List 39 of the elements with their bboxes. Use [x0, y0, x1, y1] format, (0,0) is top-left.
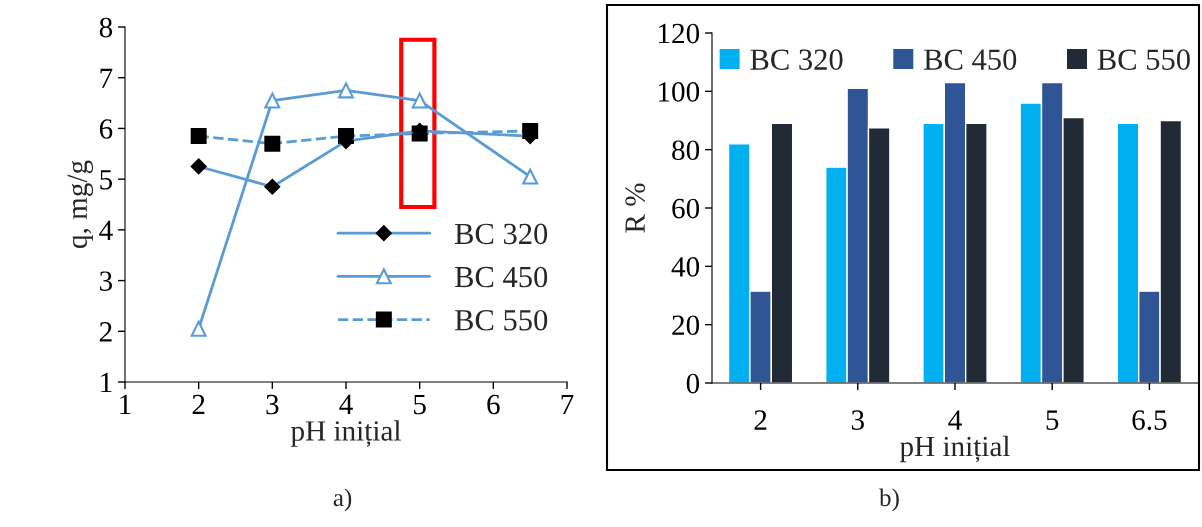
y-tick-label: 80: [672, 140, 700, 161]
x-tick-label: 6: [487, 394, 500, 415]
x-tick-label: 3: [851, 410, 864, 430]
legend-label: BC 450: [454, 266, 548, 288]
y-axis-title: R %: [625, 183, 646, 233]
x-tick-label: 2: [192, 394, 205, 415]
legend-label: BC 450: [924, 49, 1017, 70]
x-tick-label: 1: [120, 394, 131, 415]
y-tick-label: 2: [99, 322, 112, 342]
y-tick-label: 7: [100, 68, 113, 88]
x-tick-label: 5: [1046, 410, 1059, 430]
y-tick-label: 3: [100, 271, 113, 291]
text: a): [333, 488, 352, 512]
x-tick-label: 4: [948, 410, 962, 430]
x-tick-label: 6.5: [1132, 410, 1167, 431]
x-tick-label: 5: [414, 394, 426, 415]
x-tick-label: 4: [339, 394, 353, 415]
legend-label: BC 320: [454, 223, 548, 245]
y-tick-label: 8: [99, 17, 113, 38]
y-tick-label: 40: [671, 257, 700, 277]
legend-label: BC 550: [454, 309, 548, 331]
text: b): [879, 488, 899, 512]
y-tick-label: 60: [672, 198, 700, 219]
y-tick-label: 100: [659, 82, 700, 102]
y-tick-label: 5: [100, 170, 113, 190]
x-tick-label: 3: [266, 394, 279, 415]
y-tick-label: 20: [672, 315, 700, 336]
legend-label: BC 320: [750, 49, 843, 70]
x-axis-title: pH inițial: [290, 420, 401, 447]
x-axis-title: pH inițial: [899, 435, 1010, 463]
x-tick-label: 2: [754, 410, 767, 430]
y-tick-label: 120: [659, 23, 700, 44]
y-tick-label: 4: [99, 220, 113, 240]
y-tick-label: 1: [101, 372, 112, 393]
y-tick-label: 6: [99, 119, 113, 139]
y-tick-label: 0: [686, 373, 700, 394]
y-axis-title: q, mg/g: [67, 160, 94, 249]
x-tick-label: 7: [561, 394, 574, 415]
legend-label: BC 550: [1097, 49, 1190, 70]
